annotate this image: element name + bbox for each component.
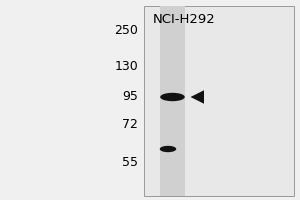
Text: 95: 95 (122, 90, 138, 104)
Text: 250: 250 (114, 24, 138, 38)
Text: 72: 72 (122, 118, 138, 132)
Text: 55: 55 (122, 156, 138, 170)
Ellipse shape (160, 93, 185, 101)
Bar (160, 6, 185, 196)
Ellipse shape (160, 146, 176, 152)
Bar (144, 6, 294, 196)
Text: 130: 130 (114, 60, 138, 73)
Polygon shape (190, 90, 204, 104)
Text: NCI-H292: NCI-H292 (153, 13, 216, 26)
